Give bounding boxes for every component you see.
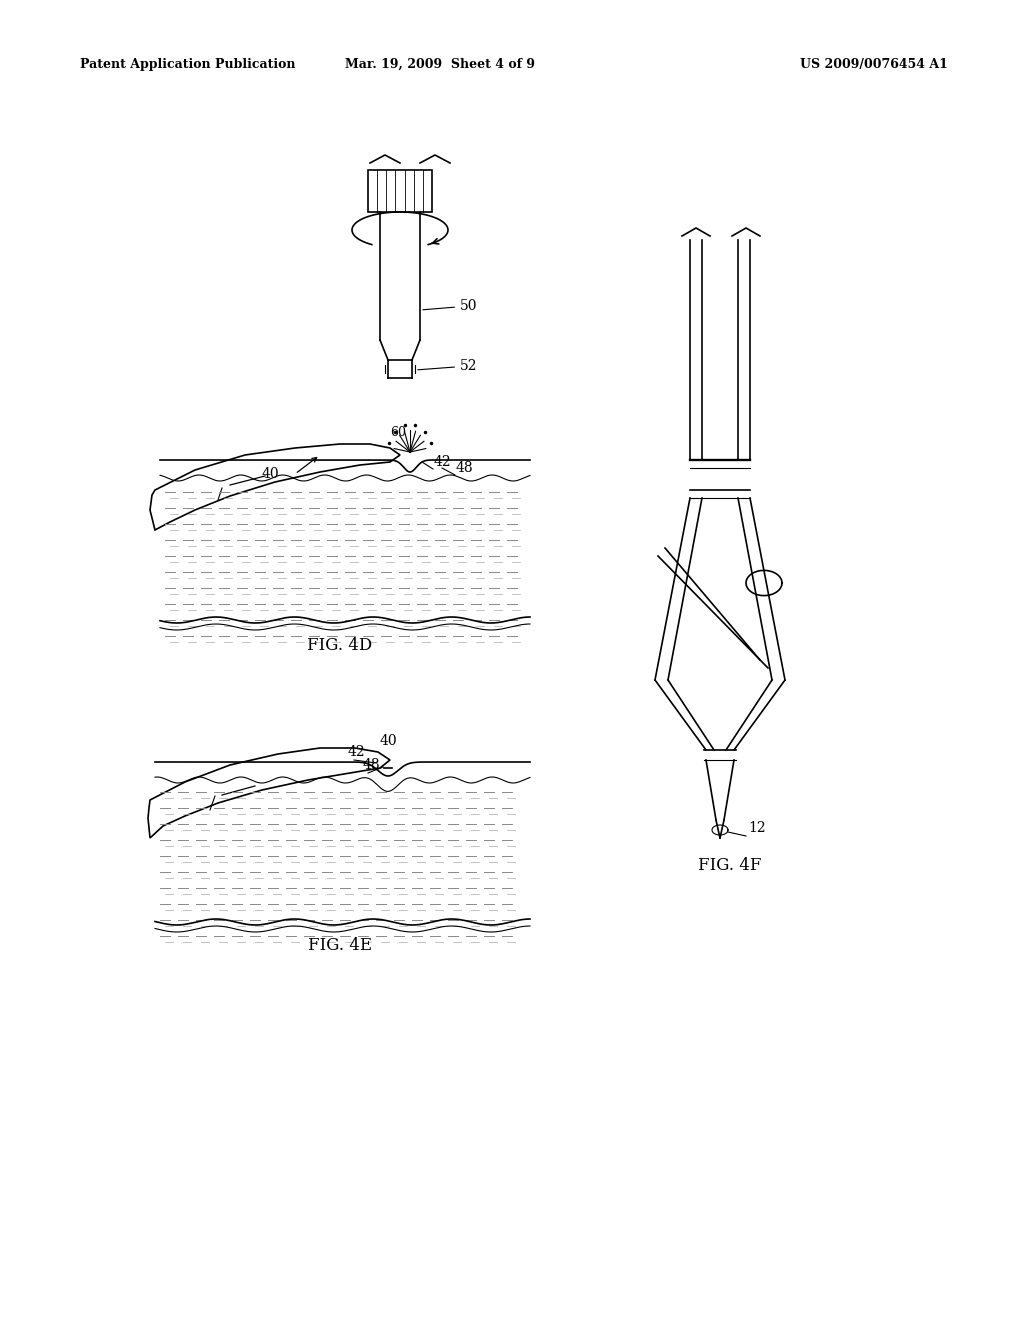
Text: Mar. 19, 2009  Sheet 4 of 9: Mar. 19, 2009 Sheet 4 of 9: [345, 58, 535, 71]
Text: 40: 40: [380, 734, 397, 748]
Text: 12: 12: [748, 821, 766, 836]
Text: 48: 48: [362, 758, 381, 772]
Text: US 2009/0076454 A1: US 2009/0076454 A1: [800, 58, 948, 71]
Text: 40: 40: [262, 467, 280, 480]
Text: 60: 60: [390, 426, 406, 440]
Text: FIG. 4D: FIG. 4D: [307, 638, 373, 653]
Text: 42: 42: [348, 744, 366, 759]
Text: 52: 52: [418, 359, 477, 374]
Text: 50: 50: [423, 300, 477, 313]
Text: 42: 42: [434, 455, 452, 469]
Text: Patent Application Publication: Patent Application Publication: [80, 58, 296, 71]
Text: FIG. 4E: FIG. 4E: [308, 937, 372, 954]
Text: 48: 48: [456, 461, 474, 475]
Bar: [368, 170, 432, 213]
Text: FIG. 4F: FIG. 4F: [698, 857, 762, 874]
